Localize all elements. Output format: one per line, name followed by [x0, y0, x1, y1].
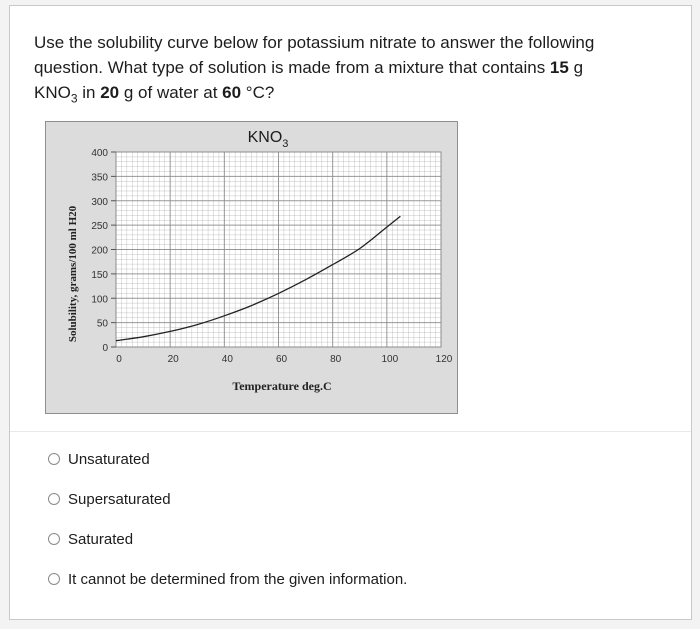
option-unsaturated[interactable]: Unsaturated [48, 448, 150, 470]
x-tick-label: 60 [276, 354, 288, 365]
plot-area [115, 151, 442, 348]
x-tick-label: 0 [116, 354, 122, 365]
formula-kno: KNO [34, 83, 71, 102]
question-line-3: KNO3 in 20 g of water at 60 °C? [34, 80, 654, 111]
mass-unit: g [568, 58, 584, 77]
option-label: Supersaturated [68, 490, 171, 508]
x-tick-label: 40 [222, 354, 234, 365]
y-tick-label: 350 [91, 172, 108, 183]
question-card: Use the solubility curve below for potas… [9, 5, 692, 620]
formula-subscript: 3 [70, 91, 78, 106]
question-line-1: Use the solubility curve below for potas… [34, 33, 595, 52]
radio-icon[interactable] [48, 493, 60, 505]
y-tick-label: 400 [91, 148, 108, 159]
y-tick-label: 200 [91, 246, 108, 257]
radio-icon[interactable] [48, 573, 60, 585]
solubility-curve-series-0 [115, 215, 401, 342]
option-cannot-be-determined[interactable]: It cannot be determined from the given i… [48, 568, 407, 590]
mass-solute-value: 15 [549, 58, 569, 77]
y-tick-label: 300 [91, 197, 108, 208]
chart-title: KNO3 [248, 129, 289, 150]
option-label: Unsaturated [68, 450, 150, 468]
x-tick-label: 100 [381, 354, 398, 365]
question-line-3-text-b: g of water at [119, 83, 223, 102]
option-label: It cannot be determined from the given i… [68, 570, 408, 588]
y-tick-label: 50 [97, 319, 109, 330]
question-text: Use the solubility curve below for potas… [34, 30, 654, 111]
option-saturated[interactable]: Saturated [48, 528, 133, 550]
y-tick-label: 100 [91, 294, 108, 305]
y-tick-label: 250 [91, 221, 108, 232]
question-line-2: question. What type of solution is made … [34, 55, 654, 80]
radio-icon[interactable] [48, 453, 60, 465]
x-tick-label: 120 [436, 354, 453, 365]
solubility-chart: KNO3 0 50 100 150 200 250 300 350 400 0 20 40 60 80 1… [45, 121, 458, 414]
option-label: Saturated [68, 530, 134, 548]
y-axis-label: Solubility, grams/100 ml H20 [67, 205, 79, 342]
chart-svg: KNO3 0 50 100 150 200 250 300 350 400 0 20 40 60 80 1… [67, 129, 453, 393]
y-tick-labels: 0 50 100 150 200 250 300 350 400 [91, 148, 116, 354]
question-line-2-text: question. What type of solution is made … [34, 58, 550, 77]
x-tick-label: 20 [168, 354, 180, 365]
divider [10, 431, 691, 432]
mass-water-value: 20 [100, 83, 120, 102]
y-tick-label: 0 [102, 343, 108, 354]
x-tick-label: 80 [330, 354, 342, 365]
temperature-unit: °C? [241, 83, 275, 102]
x-axis-label: Temperature deg.C [232, 379, 331, 393]
x-tick-labels: 0 20 40 60 80 100 120 [116, 354, 453, 365]
y-tick-label: 150 [91, 270, 108, 281]
temperature-value: 60 [222, 83, 242, 102]
chart-title-subscript: 3 [282, 138, 288, 150]
question-line-3-text-a: in [77, 83, 101, 102]
option-supersaturated[interactable]: Supersaturated [48, 488, 171, 510]
radio-icon[interactable] [48, 533, 60, 545]
